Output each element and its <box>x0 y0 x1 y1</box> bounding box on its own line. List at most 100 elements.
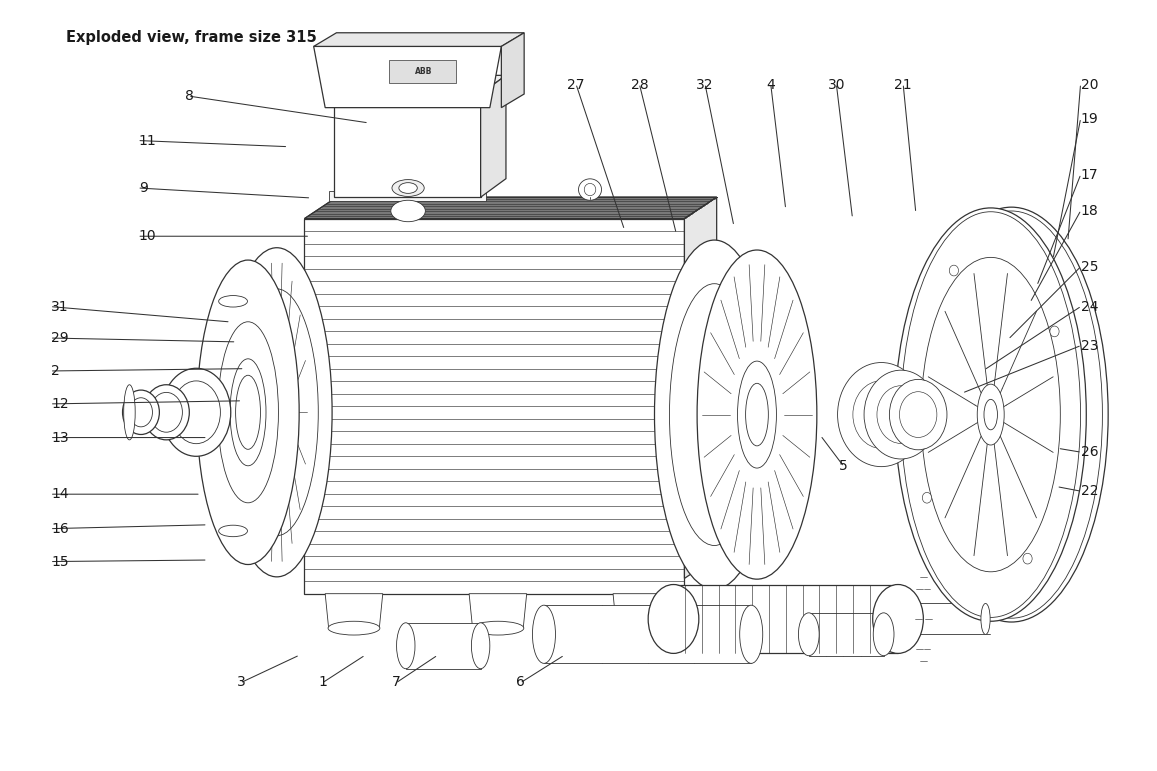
Polygon shape <box>304 219 685 594</box>
Text: Exploded view, frame size 315: Exploded view, frame size 315 <box>66 29 317 45</box>
Ellipse shape <box>877 386 924 443</box>
Polygon shape <box>329 191 486 201</box>
Text: 10: 10 <box>139 229 156 243</box>
Ellipse shape <box>471 623 489 668</box>
Ellipse shape <box>150 392 183 433</box>
Text: 32: 32 <box>697 78 714 92</box>
Polygon shape <box>406 623 480 668</box>
Ellipse shape <box>838 362 926 466</box>
Text: 15: 15 <box>51 554 68 568</box>
Text: 13: 13 <box>51 430 68 445</box>
Ellipse shape <box>921 211 1103 618</box>
Text: 5: 5 <box>839 459 848 473</box>
Text: 14: 14 <box>51 487 68 501</box>
Ellipse shape <box>235 289 318 536</box>
Text: 8: 8 <box>185 89 193 103</box>
Ellipse shape <box>874 613 894 655</box>
Ellipse shape <box>218 322 279 503</box>
Ellipse shape <box>872 584 923 653</box>
Text: 11: 11 <box>139 133 156 147</box>
Ellipse shape <box>864 370 938 459</box>
Text: 20: 20 <box>1081 78 1098 92</box>
Text: 28: 28 <box>631 78 648 92</box>
Text: 21: 21 <box>894 78 912 92</box>
Polygon shape <box>314 33 524 46</box>
Polygon shape <box>304 219 685 594</box>
Ellipse shape <box>915 207 1108 622</box>
Ellipse shape <box>737 361 776 468</box>
Text: 7: 7 <box>392 675 401 689</box>
Text: 29: 29 <box>51 331 68 345</box>
Polygon shape <box>685 197 716 578</box>
Text: 2: 2 <box>51 364 60 378</box>
Ellipse shape <box>739 605 762 663</box>
Polygon shape <box>334 76 506 94</box>
Ellipse shape <box>1023 554 1032 564</box>
Ellipse shape <box>1049 326 1059 337</box>
Ellipse shape <box>648 584 699 653</box>
Ellipse shape <box>197 260 300 564</box>
Ellipse shape <box>922 493 931 503</box>
Polygon shape <box>613 594 671 628</box>
Polygon shape <box>480 76 506 197</box>
Ellipse shape <box>219 295 248 307</box>
Text: 19: 19 <box>1081 112 1098 126</box>
Ellipse shape <box>219 525 248 537</box>
Text: 17: 17 <box>1081 168 1098 182</box>
Ellipse shape <box>981 604 990 635</box>
Ellipse shape <box>532 605 555 663</box>
Text: 12: 12 <box>51 397 68 411</box>
Ellipse shape <box>143 385 190 439</box>
Polygon shape <box>314 46 501 108</box>
Ellipse shape <box>983 399 997 429</box>
Text: 3: 3 <box>237 675 245 689</box>
Text: 24: 24 <box>1081 300 1098 314</box>
Text: 25: 25 <box>1081 260 1098 274</box>
Ellipse shape <box>745 383 768 446</box>
Text: 26: 26 <box>1081 445 1098 459</box>
Text: 27: 27 <box>567 78 585 92</box>
Text: 16: 16 <box>51 522 69 536</box>
Polygon shape <box>809 613 884 655</box>
Ellipse shape <box>391 200 426 222</box>
Text: 30: 30 <box>827 78 845 92</box>
Text: 6: 6 <box>516 675 525 689</box>
Ellipse shape <box>853 381 909 449</box>
Polygon shape <box>325 594 383 628</box>
Ellipse shape <box>130 398 153 427</box>
Text: 9: 9 <box>139 181 148 195</box>
Polygon shape <box>501 33 524 108</box>
Ellipse shape <box>655 240 774 589</box>
Polygon shape <box>544 605 751 663</box>
Ellipse shape <box>221 247 332 577</box>
Ellipse shape <box>392 180 425 197</box>
Text: 4: 4 <box>766 78 775 92</box>
Text: ABB: ABB <box>415 67 433 76</box>
Text: 31: 31 <box>51 300 68 314</box>
Ellipse shape <box>616 621 668 635</box>
Ellipse shape <box>236 375 260 449</box>
Ellipse shape <box>397 623 415 668</box>
Ellipse shape <box>890 379 946 449</box>
Ellipse shape <box>901 212 1081 618</box>
Text: 1: 1 <box>318 675 327 689</box>
Text: 18: 18 <box>1081 204 1098 218</box>
Ellipse shape <box>472 621 524 635</box>
Ellipse shape <box>230 359 266 466</box>
Ellipse shape <box>123 390 160 435</box>
Polygon shape <box>673 584 898 653</box>
Ellipse shape <box>921 258 1060 572</box>
Ellipse shape <box>172 381 220 443</box>
Ellipse shape <box>329 621 379 635</box>
Ellipse shape <box>798 613 819 655</box>
Ellipse shape <box>584 183 596 196</box>
Polygon shape <box>469 594 526 628</box>
Ellipse shape <box>124 385 135 439</box>
Text: 22: 22 <box>1081 484 1098 498</box>
Ellipse shape <box>978 384 1004 445</box>
Ellipse shape <box>399 183 418 194</box>
Ellipse shape <box>896 208 1086 621</box>
Ellipse shape <box>899 392 937 437</box>
Text: 23: 23 <box>1081 338 1098 352</box>
Ellipse shape <box>670 284 759 545</box>
